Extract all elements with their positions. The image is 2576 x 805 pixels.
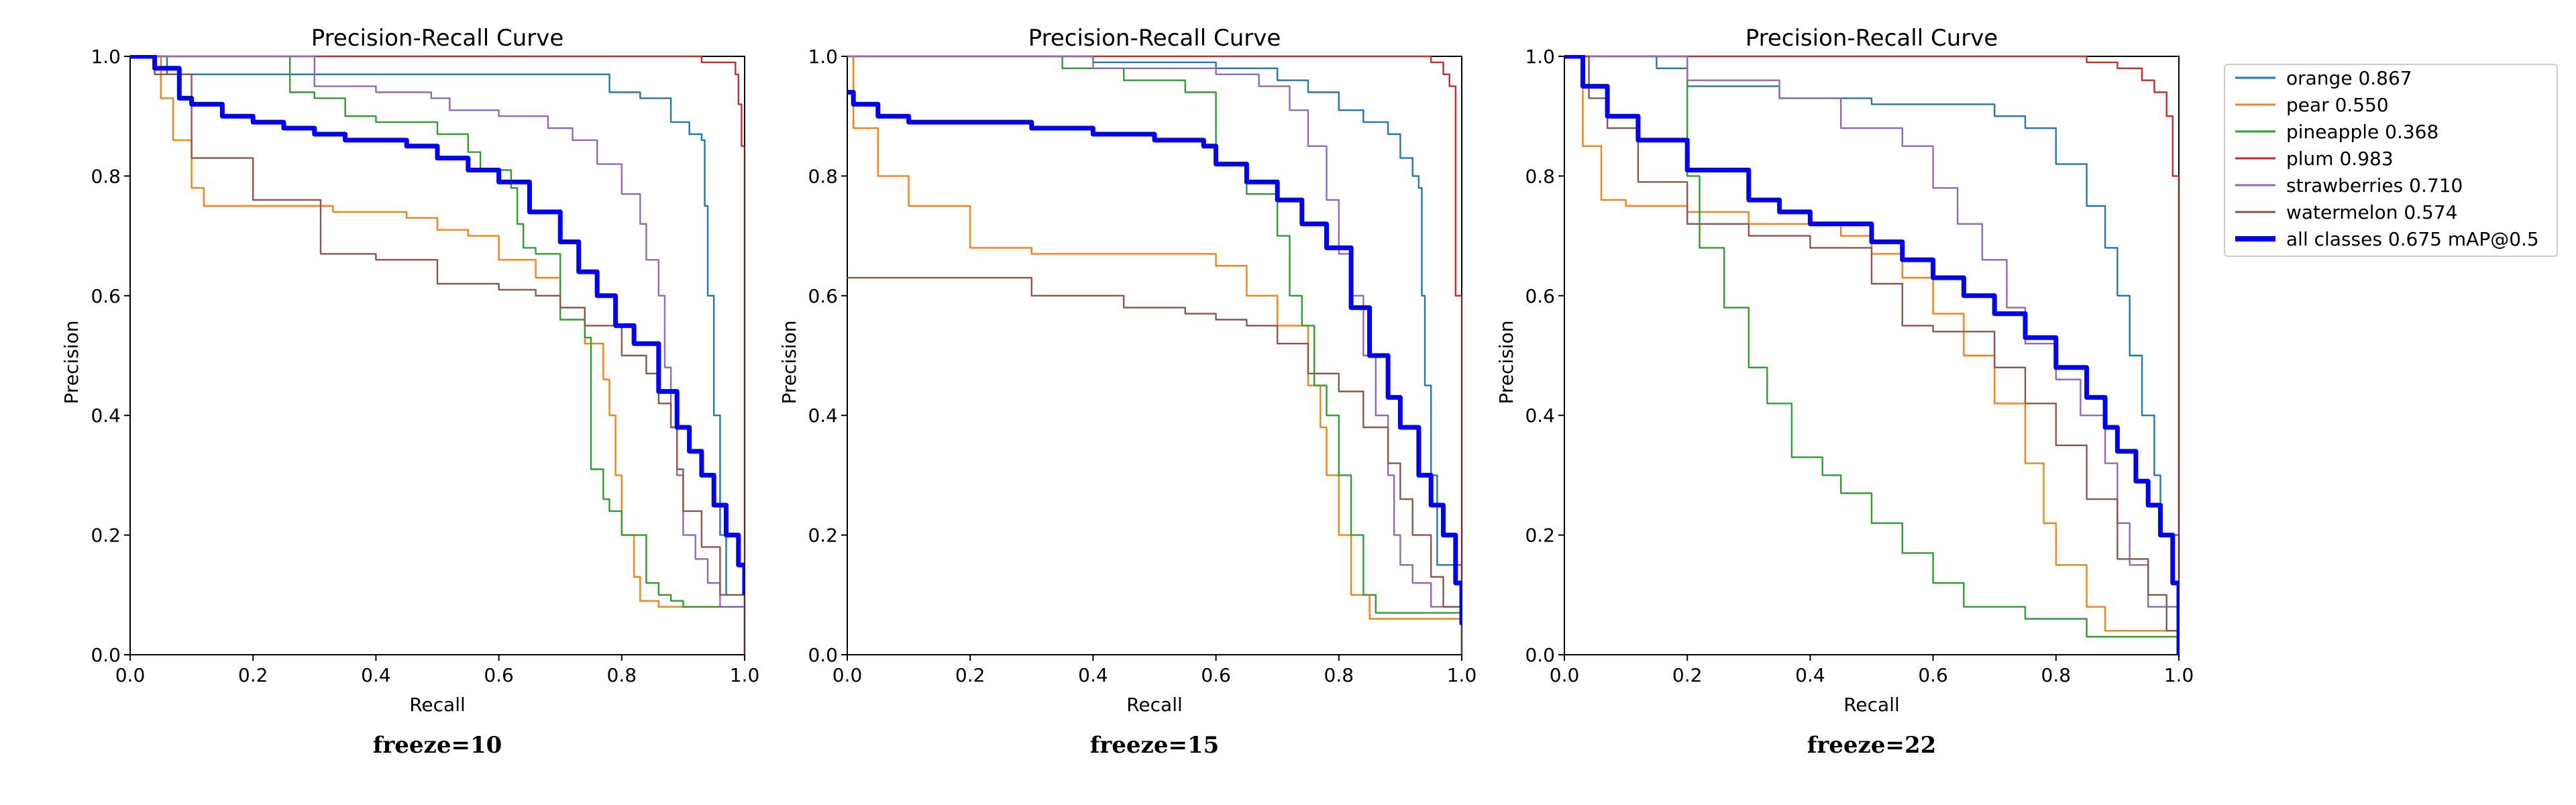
x-tick-label: 0.8 (2041, 664, 2072, 686)
series-group (130, 55, 745, 655)
x-tick-label: 1.0 (730, 664, 760, 686)
chart-panel-freeze-22: Precision-Recall Curve 0.0 0.2 0.4 0.6 0.8 1.… (1495, 25, 2194, 759)
series-line-orange (130, 55, 745, 655)
series-line-plum (847, 55, 1462, 655)
y-tick-label: 0.8 (1525, 165, 1555, 187)
y-axis-label: Precision (778, 321, 800, 405)
y-tick-label: 0.0 (1525, 644, 1555, 666)
legend-entry-orange: orange 0.867 (2235, 67, 2412, 89)
legend-label-watermelon: watermelon 0.574 (2286, 201, 2458, 223)
x-tick-label: 1.0 (2164, 664, 2194, 686)
legend-label-strawberries: strawberries 0.710 (2286, 174, 2463, 197)
x-tick-label: 0.6 (484, 664, 514, 686)
y-tick-label: 0.0 (91, 644, 121, 666)
legend-entry-all-classes: all classes 0.675 mAP@0.5 (2235, 228, 2539, 250)
y-tick-label: 0.2 (1525, 525, 1555, 547)
series-line-all-classes (130, 55, 745, 595)
y-tick-label: 0.6 (91, 285, 121, 307)
y-tick-label: 0.4 (91, 405, 121, 427)
x-tick-label: 0.6 (1918, 664, 1948, 686)
series-line-all-classes (1564, 55, 2179, 655)
y-tick-label: 0.4 (1525, 405, 1555, 427)
y-tick-label: 0.6 (1525, 285, 1555, 307)
x-tick-label: 0.0 (1550, 664, 1580, 686)
series-line-pineapple (1061, 56, 1462, 655)
x-tick-label: 0.8 (1324, 664, 1354, 686)
x-tick-label: 0.2 (238, 664, 268, 686)
axes-frame (1564, 56, 2180, 655)
legend-entry-pineapple: pineapple 0.368 (2235, 121, 2438, 143)
x-axis-label: Recall (1843, 694, 1900, 716)
y-tick-label: 0.2 (91, 525, 121, 547)
axes-frame (847, 56, 1462, 655)
series-line-strawberries (1564, 55, 2179, 655)
legend-entry-plum: plum 0.983 (2235, 148, 2394, 170)
chart-title: Precision-Recall Curve (1028, 25, 1281, 52)
x-tick-label: 0.2 (1672, 664, 1703, 686)
panel-caption: freeze=15 (1090, 732, 1220, 759)
series-line-pear (847, 55, 1462, 655)
x-tick-label: 0.0 (833, 664, 863, 686)
plot-area: 0.0 0.2 0.4 0.6 0.8 1.0 0.0 0.2 0.4 0.6 0.8 1.0 (91, 46, 759, 686)
x-tick-label: 0.2 (955, 664, 985, 686)
x-tick-label: 0.8 (607, 664, 637, 686)
legend-label-all-classes: all classes 0.675 mAP@0.5 (2286, 228, 2539, 250)
legend-label-pear: pear 0.550 (2286, 94, 2389, 116)
x-tick-label: 0.4 (1078, 664, 1108, 686)
series-line-watermelon (1564, 55, 2179, 655)
series-group (847, 55, 1462, 655)
x-axis-label: Recall (1126, 694, 1183, 716)
y-tick-label: 0.6 (808, 285, 838, 307)
series-line-plum (1564, 55, 2179, 655)
legend-frame (2224, 64, 2558, 257)
y-tick-label: 1.0 (1525, 46, 1555, 68)
panel-caption: freeze=22 (1807, 732, 1937, 759)
y-axis-label: Precision (1495, 321, 1517, 405)
plot-area: 0.0 0.2 0.4 0.6 0.8 1.0 0.0 0.2 0.4 0.6 0.8 1.0 (1525, 46, 2194, 686)
y-tick-label: 1.0 (808, 46, 838, 68)
chart-panel-freeze-10: Precision-Recall Curve 0.0 0.2 0.4 0.6 0.8 1.… (60, 25, 759, 759)
legend-entry-pear: pear 0.550 (2235, 94, 2389, 116)
y-axis-label: Precision (60, 321, 83, 405)
x-tick-label: 0.0 (115, 664, 146, 686)
series-line-pineapple (289, 56, 745, 655)
y-tick-label: 0.8 (91, 165, 121, 187)
series-line-strawberries (130, 55, 745, 655)
chart-title: Precision-Recall Curve (1746, 25, 1998, 52)
legend: orange 0.867 pear 0.550 pineapple 0.368 … (2224, 64, 2558, 257)
x-tick-label: 1.0 (1447, 664, 1477, 686)
series-line-pineapple (1644, 55, 2179, 655)
y-tick-label: 0.8 (808, 165, 838, 187)
x-tick-label: 0.4 (361, 664, 391, 686)
x-tick-label: 0.4 (1795, 664, 1825, 686)
legend-label-pineapple: pineapple 0.368 (2286, 121, 2438, 143)
series-group (1564, 55, 2179, 655)
legend-entry-watermelon: watermelon 0.574 (2235, 201, 2458, 223)
chart-panel-freeze-15: Precision-Recall Curve 0.0 0.2 0.4 0.6 0.8 1.… (778, 25, 1477, 759)
x-tick-label: 0.6 (1201, 664, 1231, 686)
legend-entry-strawberries: strawberries 0.710 (2235, 174, 2463, 197)
panel-caption: freeze=10 (373, 732, 502, 759)
legend-label-plum: plum 0.983 (2286, 148, 2394, 170)
x-axis-label: Recall (409, 694, 466, 716)
y-tick-label: 1.0 (91, 46, 121, 68)
series-line-orange (847, 55, 1462, 655)
series-line-all-classes (847, 90, 1462, 625)
series-line-watermelon (130, 55, 745, 655)
chart-title: Precision-Recall Curve (311, 25, 564, 52)
series-line-watermelon (847, 276, 1462, 655)
y-tick-label: 0.0 (808, 644, 838, 666)
plot-area: 0.0 0.2 0.4 0.6 0.8 1.0 0.0 0.2 0.4 0.6 0.8 1.0 (808, 46, 1477, 686)
y-tick-label: 0.4 (808, 405, 838, 427)
series-line-plum (130, 55, 745, 655)
legend-label-orange: orange 0.867 (2286, 67, 2412, 89)
y-tick-label: 0.2 (808, 525, 838, 547)
